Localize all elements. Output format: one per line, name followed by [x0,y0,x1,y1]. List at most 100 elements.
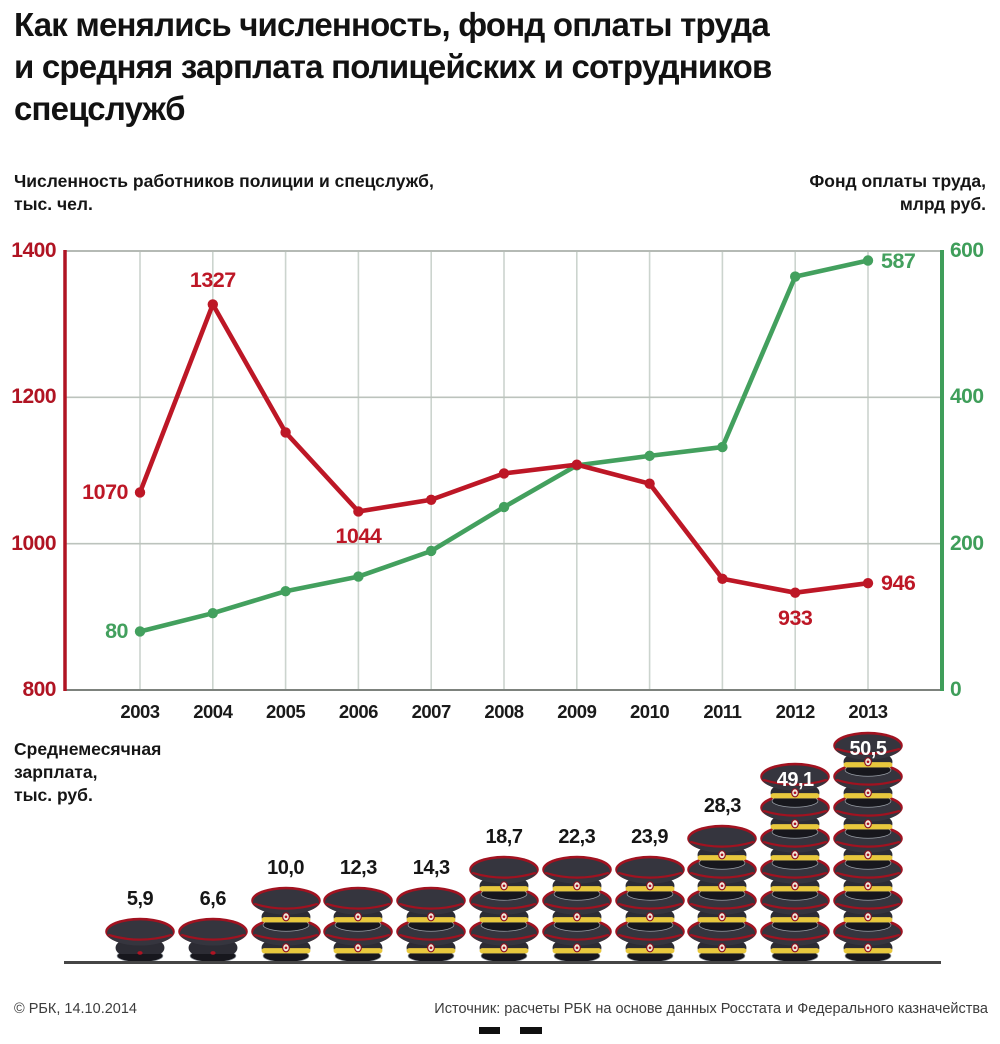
data-point-label: 587 [881,248,916,273]
salary-column [540,855,614,963]
salary-value-label: 23,9 [631,826,669,848]
year-label: 2007 [411,701,452,722]
source-note: Источник: расчеты РБК на основе данных Р… [434,1001,988,1017]
right-axis-tick-label: 200 [950,531,984,555]
year-label: 2005 [266,701,306,722]
page-title: Как менялись численность, фонд оплаты тр… [14,6,772,127]
headcount-series-point [862,577,874,589]
police-cap-icon [105,917,175,963]
headcount-series-point [280,427,291,438]
footer-dash-mark [520,1027,542,1034]
right-axis-tick-label: 600 [950,239,984,262]
data-point-label: 1070 [82,480,128,505]
year-label: 2013 [848,701,888,722]
copyright-note: © РБК, 14.10.2014 [14,1001,137,1017]
data-point-label: 933 [778,605,813,630]
salary-value-label: 50,5 [849,738,887,760]
police-cap [394,886,468,932]
salary-column [685,824,759,963]
police-cap [467,855,541,901]
police-cap-icon [396,886,466,932]
wage-fund-series-point [207,607,218,619]
year-label: 2010 [630,701,670,722]
police-cap [758,762,832,808]
headcount-series-point [498,468,510,479]
year-label: 2004 [193,701,233,722]
salary-value-label: 6,6 [199,888,227,910]
police-cap-icon [542,855,612,901]
police-cap [831,731,905,777]
salary-column [467,855,541,963]
police-cap [321,886,395,932]
police-cap-icon [760,762,830,808]
police-cap-icon [614,855,685,901]
police-cap [103,917,177,963]
year-label: 2011 [703,701,742,722]
wage-fund-series-point [353,571,364,582]
right-axis-tick-label: 400 [950,385,984,409]
police-cap [176,917,250,963]
year-label: 2012 [775,701,816,722]
wage-fund-series-point [134,626,146,637]
data-point-label: 1327 [189,268,236,293]
salary-chart-title: Среднемесячная зарплата, тыс. руб. [14,739,162,805]
headcount-series-point [207,299,218,310]
salary-value-label: 10,0 [267,857,305,879]
police-cap-icon [687,824,758,870]
right-axis-tick-label: 0 [950,678,962,701]
salary-value-label: 5,9 [126,888,154,910]
footer-dash-mark [479,1027,500,1034]
right-axis-title: Фонд оплаты труда, млрд руб. [809,171,986,214]
year-label: 2006 [338,701,379,722]
police-cap [685,824,759,870]
police-cap [249,886,323,932]
salary-column [249,886,323,963]
wage-fund-series-point [644,450,655,462]
left-axis-tick-label: 1000 [11,531,56,555]
wage-fund-series-point [862,255,874,266]
salary-column [758,762,832,963]
salary-column [176,917,250,963]
wage-fund-series-point [790,271,801,282]
left-axis-tick-label: 800 [22,678,56,701]
wage-fund-series-point [498,501,510,513]
headcount-series-point [717,573,728,584]
year-label: 2003 [120,701,160,722]
police-cap-icon [178,917,248,963]
data-point-label: 946 [881,571,916,596]
data-point-label: 80 [105,619,128,644]
headcount-series-point [426,494,437,505]
salary-value-label: 12,3 [339,857,377,879]
year-label: 2008 [484,701,524,722]
salary-value-label: 28,3 [703,795,741,817]
salary-column [831,731,905,963]
headcount-series-point [790,587,801,598]
salary-value-label: 49,1 [776,769,814,791]
salary-baseline [64,961,941,964]
headcount-series-point [134,487,146,498]
police-cap [613,855,687,901]
salary-column [394,886,468,963]
headcount-series-point [571,459,582,470]
salary-value-label: 22,3 [558,826,596,848]
left-axis-title: Численность работников полиции и спецслу… [14,171,434,214]
year-label: 2009 [557,701,597,722]
wage-fund-series-point [280,586,291,597]
police-cap-icon [250,886,321,932]
salary-value-label: 18,7 [485,826,523,848]
headcount-series-point [644,478,655,489]
wage-fund-series-point [717,441,728,453]
police-cap-icon [833,731,903,777]
data-point-label: 1044 [335,524,382,549]
police-cap-icon [323,886,394,932]
salary-column [321,886,395,963]
headcount-series-point [353,506,364,517]
police-cap [540,855,614,901]
left-axis-tick-label: 1400 [11,239,56,262]
police-cap-icon [469,855,539,901]
salary-value-label: 14,3 [412,857,450,879]
salary-column [613,855,687,963]
wage-fund-series-point [426,545,437,557]
